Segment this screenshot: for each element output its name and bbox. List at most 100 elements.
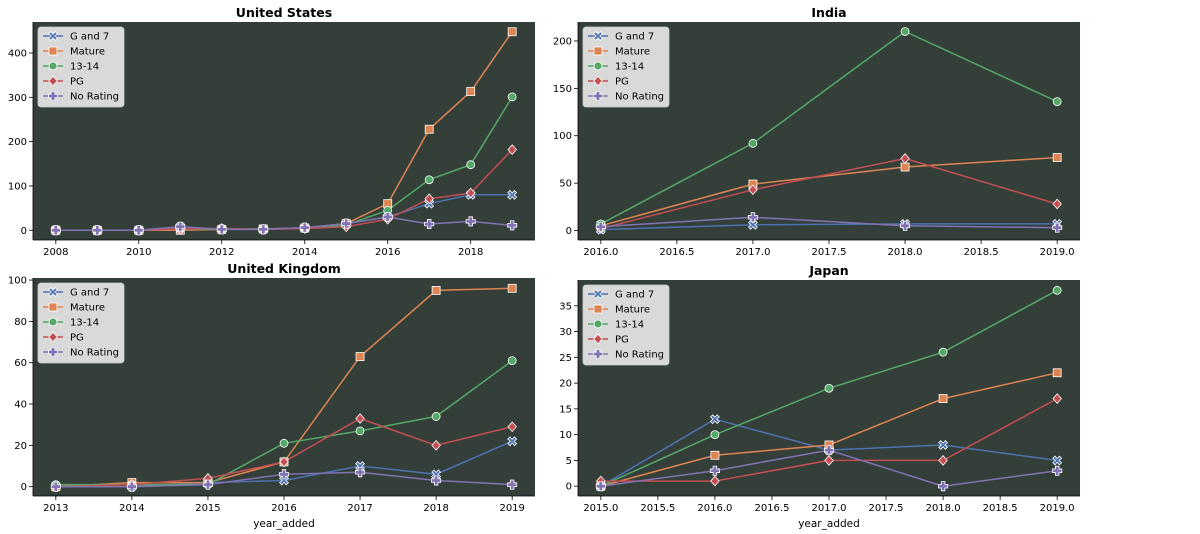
data-point-13-14 (355, 426, 365, 436)
data-point-pg (710, 475, 720, 487)
x-tick-label: 2018.0 (926, 503, 961, 514)
data-point-g-and-7 (507, 436, 518, 447)
data-point-no-rating (341, 218, 352, 229)
x-tick-label: 2012 (209, 247, 234, 258)
x-tick-label: 2018.5 (983, 503, 1018, 514)
x-tick-label: 2019.0 (1040, 503, 1075, 514)
legend-label: PG (70, 77, 84, 88)
series-line-no-rating (600, 216, 1058, 229)
legend-label: 13-14 (615, 62, 644, 73)
series-line-mature (600, 156, 1058, 227)
data-point-no-rating (50, 225, 61, 236)
legend-marker (593, 46, 603, 56)
chart-title: United States (236, 5, 332, 20)
data-point-pg (824, 455, 834, 466)
data-point-mature (431, 285, 441, 295)
data-point-mature (466, 87, 476, 96)
x-axis-label: year_added (253, 518, 315, 530)
data-point-pg (1052, 393, 1062, 404)
legend-label: Mature (615, 47, 650, 58)
chart-panel-1: United States 2008 2010 2012 2014 2016 2018 0 10… (8, 5, 535, 258)
legend-marker (593, 75, 603, 87)
y-tick-label: 0 (21, 482, 27, 493)
data-point-no-rating (431, 475, 442, 486)
data-point-13-14 (1052, 97, 1062, 107)
legend-label: Mature (70, 303, 105, 314)
legend-marker (48, 331, 58, 343)
legend-label: Mature (70, 47, 105, 58)
legend-label: 13-14 (615, 320, 644, 331)
data-point-g-and-7 (507, 189, 518, 200)
data-point-pg (507, 144, 517, 156)
legend-label: 13-14 (70, 62, 99, 73)
series-line-13-14 (600, 30, 1058, 225)
data-point-no-rating (202, 479, 213, 490)
data-point-no-rating (747, 212, 758, 223)
legend-marker (593, 333, 603, 345)
legend-box (37, 26, 125, 108)
legend-label: G and 7 (615, 32, 654, 43)
x-tick-label: 2016.5 (754, 503, 789, 514)
data-point-13-14 (710, 430, 720, 440)
x-tick-label: 2008 (43, 247, 68, 258)
x-tick-label: 2019 (499, 503, 524, 514)
legend-marker (48, 347, 58, 357)
legend: G and 7 Mature 13-14 PG No Rating (37, 26, 125, 108)
data-point-no-rating (279, 469, 289, 480)
data-point-13-14 (424, 175, 434, 185)
chart-panel-4: Japan 2015.0 2015.5 2016.0 2016.5 2017.0 2017.… (559, 263, 1080, 530)
data-point-no-rating (507, 479, 518, 490)
series-line-pg (600, 157, 1058, 230)
data-point-pg (507, 421, 517, 433)
data-point-no-rating (216, 224, 227, 235)
data-point-no-rating (465, 216, 476, 227)
data-point-no-rating (175, 221, 186, 232)
legend-label: G and 7 (70, 288, 109, 299)
legend-label: G and 7 (70, 32, 109, 43)
legend-marker (593, 319, 603, 329)
y-tick-label: 30 (559, 327, 572, 338)
x-tick-label: 2018 (458, 247, 483, 258)
x-tick-label: 2010 (126, 247, 151, 258)
legend-label: PG (70, 333, 84, 344)
data-point-pg (279, 456, 289, 468)
x-tick-label: 2017.0 (812, 503, 847, 514)
legend-label: PG (615, 77, 629, 88)
x-tick-label: 2015.0 (583, 503, 618, 514)
x-tick-label: 2016.5 (659, 247, 694, 258)
data-point-pg (900, 153, 910, 164)
data-point-no-rating (1052, 465, 1063, 476)
y-tick-label: 200 (553, 36, 572, 47)
data-point-no-rating (595, 221, 606, 232)
y-tick-label: 50 (559, 179, 572, 190)
legend-marker (593, 304, 603, 314)
data-point-pg (938, 455, 948, 466)
series-line-g-and-7 (600, 223, 1058, 231)
y-tick-label: 5 (566, 456, 572, 467)
legend-marker (48, 317, 58, 327)
data-point-no-rating (133, 225, 144, 236)
data-point-g-and-7 (747, 219, 758, 230)
x-tick-label: 2017.5 (869, 503, 904, 514)
legend-marker (48, 46, 58, 56)
data-point-no-rating (382, 211, 393, 222)
chart-title: United Kingdom (227, 261, 340, 276)
y-tick-label: 25 (559, 353, 572, 364)
data-point-mature (938, 394, 948, 403)
legend: G and 7 Mature 13-14 PG No Rating (582, 284, 670, 366)
legend-label: Mature (615, 305, 650, 316)
data-point-no-rating (424, 219, 435, 230)
y-tick-label: 35 (559, 301, 572, 312)
x-tick-label: 2016.0 (583, 247, 618, 258)
data-point-13-14 (824, 383, 834, 393)
y-tick-label: 0 (21, 226, 27, 237)
y-tick-label: 20 (559, 379, 572, 390)
y-tick-label: 40 (14, 400, 27, 411)
y-tick-label: 300 (8, 93, 27, 104)
data-point-no-rating (50, 481, 61, 492)
x-tick-label: 2019.0 (1040, 247, 1075, 258)
x-tick-label: 2015.5 (640, 503, 675, 514)
data-point-13-14 (279, 438, 289, 448)
legend-label: PG (615, 335, 629, 346)
legend: G and 7 Mature 13-14 PG No Rating (37, 282, 125, 364)
